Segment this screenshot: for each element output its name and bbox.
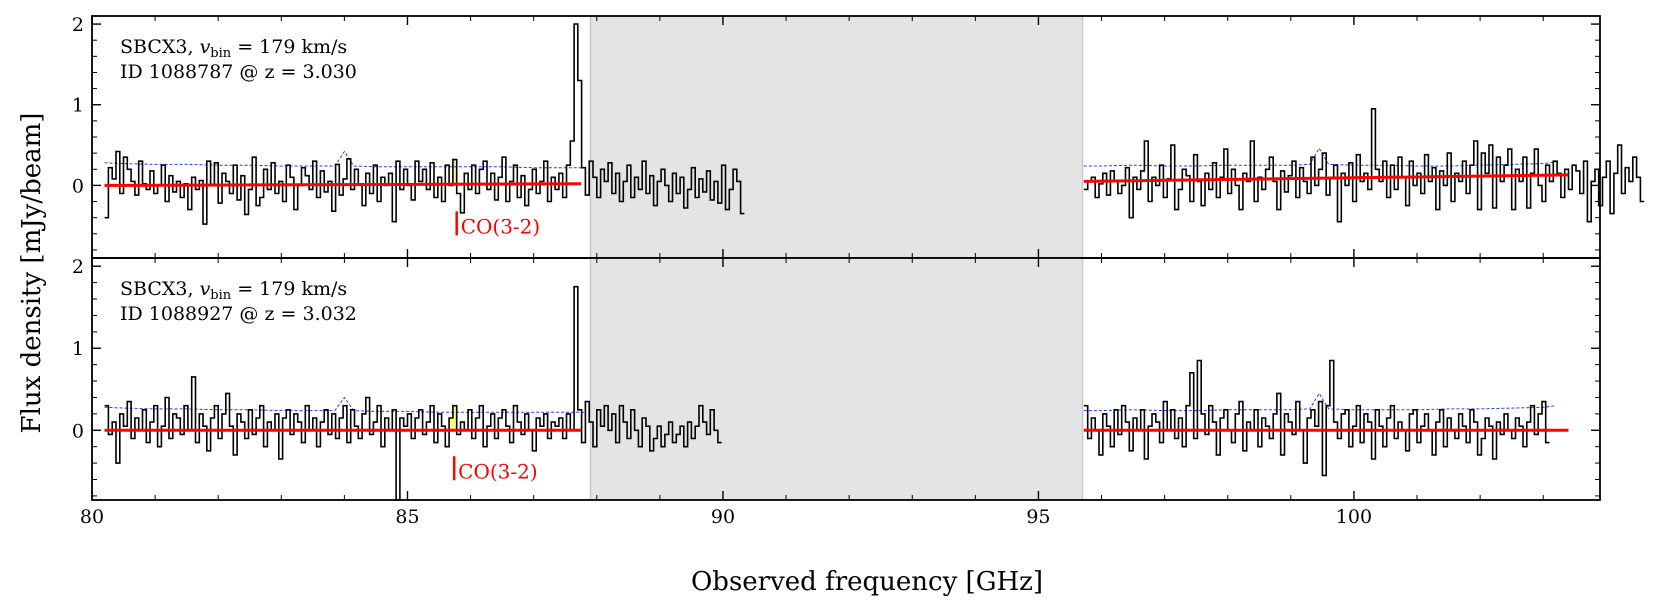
noise-rms-line (1083, 147, 1556, 167)
x-tick-label: 100 (1336, 506, 1372, 528)
spectrum-trace (1083, 108, 1645, 223)
y-tick-label: 1 (72, 338, 84, 360)
line-label: CO(3-2) (458, 459, 538, 483)
noise-rms-line (1083, 392, 1556, 412)
masked-region (590, 258, 1083, 500)
continuum-fit-line (1083, 173, 1569, 183)
spectrum-trace (104, 285, 722, 501)
masked-region (590, 16, 1083, 258)
spectrum-trace (1083, 359, 1550, 477)
vbin-subscript: bin (210, 46, 231, 61)
noise-rms-line (104, 396, 585, 413)
panel-frame (91, 257, 1601, 501)
vbin-value: = 179 km/s (231, 36, 347, 58)
x-tick-label: 90 (711, 506, 735, 528)
panel-label-prefix: SBCX3, (120, 36, 200, 58)
vbin-symbol: v (200, 36, 211, 58)
continuum-fit-line (104, 182, 582, 187)
y-tick-label: 1 (72, 95, 84, 117)
line-label: CO(3-2) (461, 214, 541, 238)
panel-label-line1: SBCX3, vbin = 179 km/s (120, 278, 347, 303)
x-tick-label: 80 (80, 506, 104, 528)
vbin-symbol: v (200, 278, 211, 300)
panel-label-line1: SBCX3, vbin = 179 km/s (120, 36, 347, 61)
panel-label-prefix: SBCX3, (120, 278, 200, 300)
vbin-subscript: bin (210, 288, 231, 303)
panel-label-line2: ID 1088787 @ z = 3.030 (120, 61, 357, 83)
noise-rms-line (104, 150, 585, 169)
y-tick-label: 0 (72, 175, 84, 197)
x-axis-label: Observed frequency [GHz] (691, 567, 1043, 597)
vbin-value: = 179 km/s (231, 278, 347, 300)
y-tick-label: 2 (72, 256, 84, 278)
y-tick-label: 0 (72, 420, 84, 442)
y-tick-label: 2 (72, 14, 84, 36)
y-axis-label: Flux density [mJy/beam] (17, 113, 47, 434)
x-tick-label: 95 (1026, 506, 1050, 528)
x-tick-label: 85 (395, 506, 419, 528)
panel-label-line2: ID 1088927 @ z = 3.032 (120, 303, 357, 325)
